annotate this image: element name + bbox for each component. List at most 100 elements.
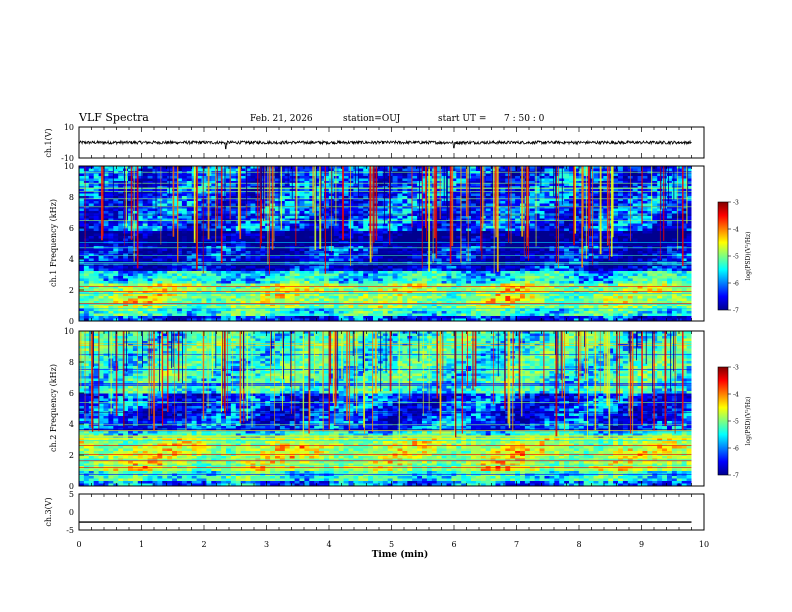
- spectrogram-cell: [642, 188, 648, 192]
- spectrogram-cell: [245, 223, 251, 227]
- spectrogram-cell: [456, 251, 462, 254]
- spectrogram-cell: [671, 191, 678, 194]
- spectrogram-cell: [647, 251, 653, 254]
- spectrogram-cell: [103, 248, 109, 252]
- spectrogram-cell: [554, 196, 560, 199]
- spectrogram-cell: [588, 216, 594, 219]
- spectrogram-cell: [490, 231, 496, 234]
- spectrogram-cell: [279, 166, 286, 169]
- spectrogram-cell: [162, 256, 168, 259]
- spectrogram-cell: [230, 178, 237, 182]
- spectrogram-cell: [88, 238, 95, 242]
- spectrogram-cell: [676, 218, 683, 222]
- spectrogram-cell: [177, 176, 183, 179]
- spectrogram-cell: [475, 188, 482, 192]
- spectrogram-cell: [216, 168, 222, 172]
- spectrogram-cell: [186, 228, 193, 232]
- spectrogram-cell: [573, 186, 580, 189]
- spectrogram-cell: [172, 238, 178, 242]
- spectrogram-cell: [196, 236, 202, 239]
- spectrogram-cell: [510, 208, 516, 212]
- spectrogram-cell: [245, 246, 251, 249]
- spectrogram-cell: [123, 243, 129, 247]
- spectrogram-cell: [118, 251, 124, 254]
- spectrogram-cell: [662, 253, 668, 257]
- spectrogram-cell: [392, 173, 398, 177]
- spectrogram-cell: [632, 238, 638, 242]
- spectrogram-cell: [627, 246, 634, 249]
- spectrogram-cell: [480, 258, 487, 262]
- spectrogram-cell: [279, 201, 286, 204]
- spectrogram-cell: [343, 221, 349, 224]
- spectrogram-cell: [466, 166, 472, 169]
- spectrogram-cell: [436, 201, 442, 204]
- spectrogram-cell: [353, 243, 359, 247]
- spectrogram-cell: [647, 168, 653, 172]
- spectrogram-cell: [191, 246, 197, 249]
- spectrogram-cell: [157, 223, 163, 227]
- spectrogram-cell: [422, 208, 428, 212]
- spectrogram-cell: [466, 201, 472, 204]
- spectrogram-cell: [436, 226, 442, 229]
- spectrogram-cell: [157, 243, 163, 247]
- spectrogram-cell: [515, 176, 521, 179]
- spectrogram-cell: [544, 238, 550, 242]
- spectrogram-cell: [451, 226, 457, 229]
- spectrogram-cell: [485, 196, 491, 199]
- spectrogram-cell: [113, 173, 119, 177]
- spectrogram-cell: [480, 173, 487, 177]
- spectrogram-cell: [446, 208, 452, 212]
- spectrogram-cell: [324, 191, 330, 194]
- spectrogram-cell: [402, 243, 408, 247]
- spectrogram-cell: [632, 221, 638, 224]
- spectrogram-cell: [407, 173, 413, 177]
- spectrogram-cell: [128, 203, 134, 207]
- spectrogram-cell: [147, 168, 153, 172]
- spectrogram-cell: [647, 191, 653, 194]
- spectrogram-cell: [172, 218, 178, 222]
- spectrogram-cell: [279, 203, 286, 207]
- spectrogram-cell: [333, 243, 340, 247]
- spectrogram-cell: [83, 176, 90, 179]
- spectrogram-cell: [172, 256, 178, 259]
- spectrogram-cell: [573, 223, 580, 227]
- spectrogram-cell: [250, 188, 256, 192]
- spectrogram-cell: [211, 183, 217, 187]
- spectrogram-cell: [226, 181, 232, 184]
- spectrogram-cell: [255, 248, 261, 252]
- spectrogram-cell: [618, 206, 624, 209]
- spectrogram-cell: [226, 196, 232, 199]
- spectrogram-cell: [338, 176, 344, 179]
- spectrogram-cell: [343, 193, 349, 197]
- spectrogram-cell: [221, 248, 227, 252]
- spectrogram-cell: [279, 198, 286, 202]
- spectrogram-cell: [564, 168, 570, 172]
- spectrogram-cell: [83, 181, 90, 184]
- spectrogram-cell: [304, 168, 310, 172]
- spectrogram-cell: [480, 238, 487, 242]
- spectrogram-cell: [211, 253, 217, 257]
- spectrogram-cell: [485, 238, 491, 242]
- spectrogram-cell: [196, 176, 202, 179]
- spectrogram-cell: [235, 233, 242, 237]
- spectrogram-cell: [588, 208, 594, 212]
- spectrogram-cell: [118, 168, 124, 172]
- spectrogram-cell: [172, 253, 178, 257]
- spectrogram-cell: [226, 183, 232, 187]
- spectrogram-cell: [554, 226, 560, 229]
- spectrogram-cell: [652, 203, 658, 207]
- spectrogram-cell: [250, 186, 256, 189]
- spectrogram-cell: [397, 181, 403, 184]
- spectrogram-cell: [637, 176, 643, 179]
- spectrogram-cell: [338, 173, 344, 177]
- spectrogram-cell: [559, 251, 565, 254]
- spectrogram-cell: [402, 223, 408, 227]
- spectrogram-cell: [529, 206, 536, 209]
- spectrogram-cell: [167, 198, 173, 202]
- spectrogram-cell: [632, 233, 638, 237]
- spectrogram-cell: [142, 186, 148, 189]
- spectrogram-cell: [652, 251, 658, 254]
- spectrogram-cell: [358, 191, 364, 194]
- spectrogram-cell: [221, 191, 227, 194]
- spectrogram-cell: [157, 186, 163, 189]
